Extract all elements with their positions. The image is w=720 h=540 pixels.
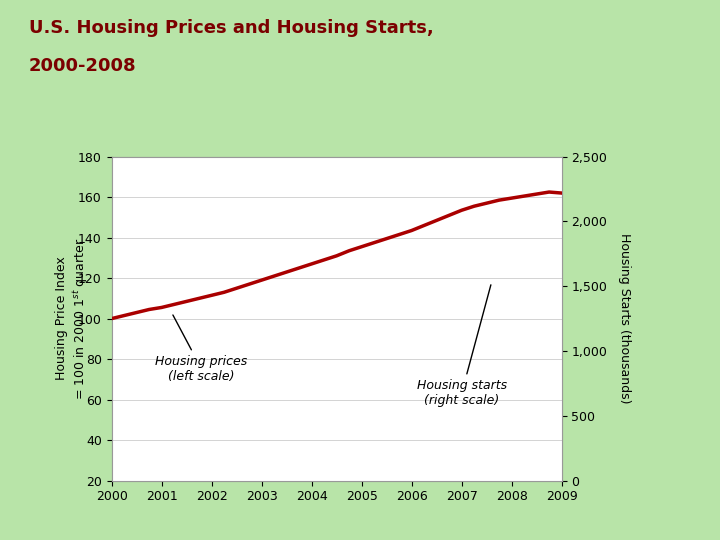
Text: 2000-2008: 2000-2008 (29, 57, 136, 75)
Text: Housing prices
(left scale): Housing prices (left scale) (156, 315, 248, 383)
Y-axis label: Housing Starts (thousands): Housing Starts (thousands) (618, 233, 631, 404)
Text: Housing starts
(right scale): Housing starts (right scale) (417, 285, 507, 407)
Text: U.S. Housing Prices and Housing Starts,: U.S. Housing Prices and Housing Starts, (29, 19, 433, 37)
Y-axis label: Housing Price Index
= 100 in 2000 1$^{st}$ quarter: Housing Price Index = 100 in 2000 1$^{st… (55, 238, 89, 400)
